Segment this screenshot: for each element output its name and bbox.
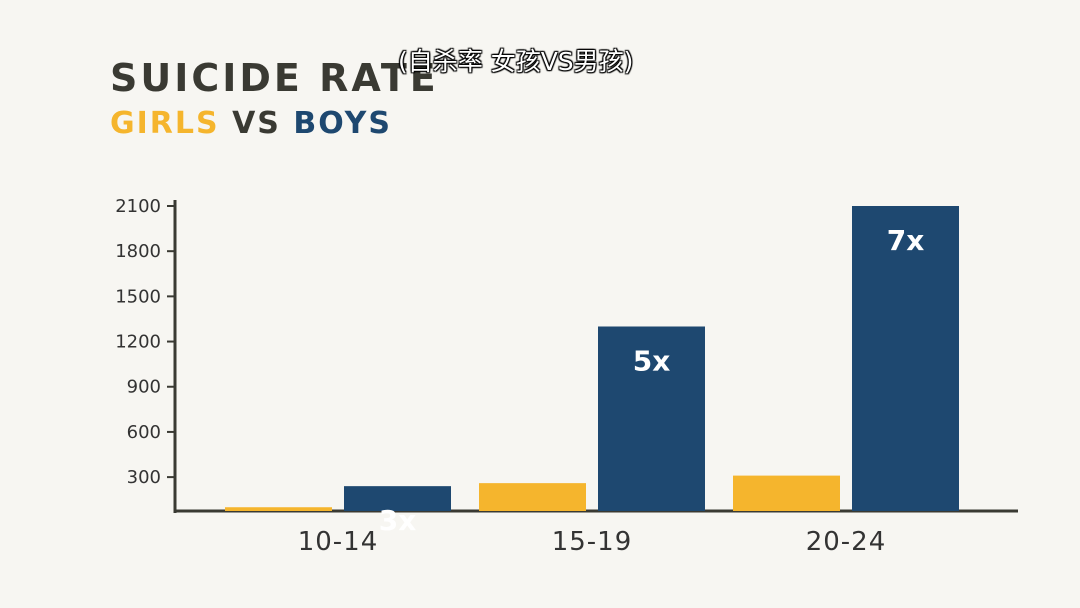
chart-title: SUICIDE RATE xyxy=(110,56,439,100)
x-tick-label-10-14: 10-14 xyxy=(298,527,379,557)
bar-girls-20-24 xyxy=(733,475,840,511)
legend-subtitle: GIRLS VS BOYS xyxy=(110,106,392,142)
bar-boys-20-24 xyxy=(852,206,959,511)
y-tick-label-1500: 1500 xyxy=(115,286,161,307)
bar-girls-10-14 xyxy=(225,507,332,511)
bar-label-15-19: 5x xyxy=(633,344,671,377)
legend-boys: BOYS xyxy=(293,106,392,141)
y-tick-label-900: 900 xyxy=(127,377,161,398)
caption-subtitle: (自杀率 女孩VS男孩) xyxy=(398,47,634,76)
bar-boys-15-19 xyxy=(598,326,705,511)
bar-boys-10-14 xyxy=(344,486,451,511)
bar-label-10-14: 3x xyxy=(379,504,417,537)
legend-girls: GIRLS xyxy=(110,106,220,141)
bar-girls-15-19 xyxy=(479,483,586,511)
y-tick-label-300: 300 xyxy=(127,467,161,488)
legend-vs: VS xyxy=(232,106,281,141)
x-tick-label-15-19: 15-19 xyxy=(552,527,633,557)
x-tick-label-20-24: 20-24 xyxy=(806,527,887,557)
bar-label-20-24: 7x xyxy=(887,224,925,257)
y-tick-label-600: 600 xyxy=(127,422,161,443)
y-tick-label-1200: 1200 xyxy=(115,332,161,353)
y-tick-label-1800: 1800 xyxy=(115,241,161,262)
y-tick-label-2100: 2100 xyxy=(115,196,161,217)
